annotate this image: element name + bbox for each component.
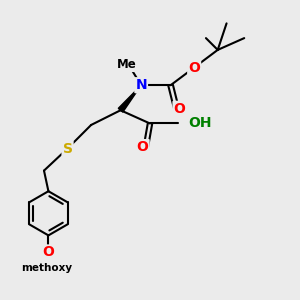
Text: O: O (43, 245, 54, 260)
Text: O: O (188, 61, 200, 75)
Text: OH: OH (188, 116, 212, 130)
Text: methoxy: methoxy (21, 263, 73, 273)
Text: S: S (63, 142, 73, 155)
Text: O: O (173, 102, 185, 116)
Polygon shape (118, 85, 141, 112)
Text: N: N (135, 78, 147, 92)
Text: Me: Me (117, 58, 136, 71)
Text: O: O (137, 140, 148, 154)
